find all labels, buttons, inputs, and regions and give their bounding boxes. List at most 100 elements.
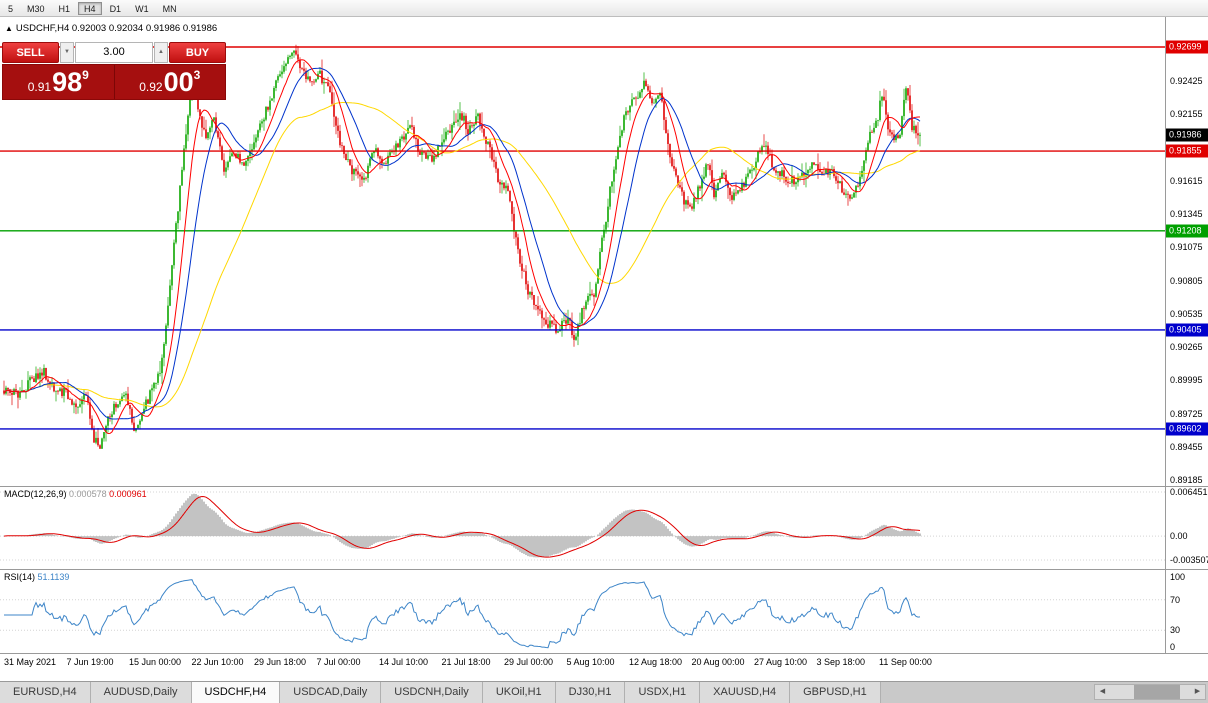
macd-signal-value: 0.000961 <box>109 489 147 499</box>
macd-signal-line <box>3 495 921 558</box>
price-level-badge: 0.90405 <box>1166 323 1208 337</box>
chart-tab-usdcnh-daily[interactable]: USDCNH,Daily <box>381 682 483 703</box>
sell-price-prefix: 0.91 <box>27 80 52 94</box>
chart-ohlc-values: 0.92003 0.92034 0.91986 0.91986 <box>71 23 218 34</box>
sell-price-pipette: 9 <box>82 68 89 82</box>
scrollbar-track[interactable] <box>1110 685 1190 699</box>
rsi-value: 51.1139 <box>37 572 70 582</box>
scrollbar-thumb[interactable] <box>1134 685 1181 699</box>
rsi-axis-label: 0 <box>1170 642 1176 652</box>
time-axis-label: 15 Jun 00:00 <box>129 657 182 667</box>
price-axis-label: 0.90265 <box>1170 342 1203 353</box>
price-axis-label: 0.89185 <box>1170 475 1203 486</box>
time-axis-label: 27 Aug 10:00 <box>754 657 808 667</box>
timeframe-button-m30[interactable]: M30 <box>27 3 45 14</box>
sell-price-display[interactable]: 0.91 98 9 <box>3 65 114 99</box>
time-axis-label: 12 Aug 18:00 <box>629 657 683 667</box>
ma-fast-line <box>3 59 920 435</box>
time-axis-label: 7 Jul 00:00 <box>316 657 361 667</box>
price-axis-label: 0.92155 <box>1170 109 1203 120</box>
rsi-axis-label: 30 <box>1170 625 1181 636</box>
time-axis-label: 14 Jul 10:00 <box>379 657 429 667</box>
volume-increase-button[interactable]: ▲ <box>154 42 168 63</box>
chart-tab-audusd-daily[interactable]: AUDUSD,Daily <box>90 682 192 703</box>
sell-button[interactable]: SELL <box>2 42 59 63</box>
rsi-indicator-label: RSI(14) 51.1139 <box>4 572 69 582</box>
price-axis-label: 0.89725 <box>1170 408 1203 419</box>
tab-scrollbar[interactable]: ◀ ▶ <box>1094 684 1206 700</box>
price-axis-label: 0.90535 <box>1170 308 1203 319</box>
chart-tab-xauusd-h4[interactable]: XAUUSD,H4 <box>700 682 791 703</box>
chart-tab-dj30-h1[interactable]: DJ30,H1 <box>555 682 626 703</box>
time-axis-label: 7 Jun 19:00 <box>66 657 114 667</box>
volume-input[interactable]: 3.00 <box>75 42 153 63</box>
time-axis-label: 29 Jul 00:00 <box>504 657 554 667</box>
price-axis-label: 0.89995 <box>1170 375 1203 386</box>
buy-price-display[interactable]: 0.92 00 3 <box>115 65 226 99</box>
time-axis-label: 3 Sep 18:00 <box>816 657 866 667</box>
chart-tab-usdx-h1[interactable]: USDX,H1 <box>625 682 701 703</box>
ma-slow-line <box>3 102 921 408</box>
price-axis-label: 0.91075 <box>1170 242 1203 253</box>
timeframe-button-h4[interactable]: H4 <box>78 1 102 15</box>
time-axis-label: 21 Jul 18:00 <box>441 657 491 667</box>
timeframe-button-w1[interactable]: W1 <box>135 3 149 14</box>
price-axis-label: 0.89455 <box>1170 442 1203 452</box>
time-axis-label: 20 Aug 00:00 <box>691 657 745 667</box>
macd-axis-label: 0.00 <box>1170 531 1188 542</box>
rsi-axis-label: 100 <box>1170 572 1186 582</box>
main-chart-canvas[interactable] <box>0 17 1165 486</box>
chart-tab-ukoil-h1[interactable]: UKOil,H1 <box>482 682 556 703</box>
price-axis-label: 0.92425 <box>1170 75 1203 86</box>
scroll-right-arrow-icon[interactable]: ▶ <box>1194 688 1201 695</box>
price-level-badge: 0.91855 <box>1166 144 1208 158</box>
timeframe-toolbar: 5 M30 H1 H4 D1 W1 MN <box>0 0 1208 17</box>
time-axis-label: 29 Jun 18:00 <box>254 657 307 667</box>
rsi-axis-label: 70 <box>1170 594 1181 605</box>
timeframe-button-h1[interactable]: H1 <box>58 3 71 14</box>
one-click-trading-panel: SELL ▼ 3.00 ▲ BUY 0.91 98 9 0.92 00 3 <box>2 42 226 100</box>
chart-tab-usdchf-h4[interactable]: USDCHF,H4 <box>191 682 281 703</box>
rsi-line <box>4 579 921 649</box>
macd-panel-canvas[interactable] <box>0 487 1165 569</box>
timeframe-button-d1[interactable]: D1 <box>109 3 122 14</box>
time-axis-label: 31 May 2021 <box>4 657 57 667</box>
price-level-badge: 0.91208 <box>1166 224 1208 238</box>
horizontal-level-lines[interactable] <box>0 46 1165 430</box>
timeframe-button-5[interactable]: 5 <box>8 3 14 14</box>
buy-price-pipette: 3 <box>193 68 201 82</box>
price-level-badge: 0.92699 <box>1166 40 1208 54</box>
chart-tab-gbpusd-h1[interactable]: GBPUSD,H1 <box>790 682 881 703</box>
time-axis-label: 11 Sep 00:00 <box>879 657 932 667</box>
ma-mid-line <box>3 67 921 420</box>
macd-main-value: 0.000578 <box>69 489 107 499</box>
sell-price-pips: 98 <box>52 67 83 97</box>
buy-button[interactable]: BUY <box>169 42 226 63</box>
buy-price-pips: 00 <box>163 67 194 97</box>
price-axis-label: 0.91345 <box>1170 208 1203 219</box>
buy-price-prefix: 0.92 <box>139 80 163 94</box>
scroll-left-arrow-icon[interactable]: ◀ <box>1099 688 1106 695</box>
chart-title: ▲ USDCHF,H4 0.92003 0.92034 0.91986 0.919… <box>5 23 217 34</box>
macd-name: MACD(12,26,9) <box>4 489 67 499</box>
price-level-badge: 0.89602 <box>1166 422 1208 436</box>
macd-histogram <box>5 493 921 558</box>
time-axis-label: 5 Aug 10:00 <box>566 657 615 667</box>
chart-tab-eurusd-h4[interactable]: EURUSD,H4 <box>0 682 91 703</box>
candles-layer <box>3 44 921 449</box>
rsi-panel-canvas[interactable] <box>0 570 1165 653</box>
macd-axis-label: 0.006451 <box>1170 487 1208 497</box>
pane-separator[interactable] <box>0 569 1208 570</box>
price-axis-label: 0.90805 <box>1170 275 1203 286</box>
chart-tabs-bar: EURUSD,H4 AUDUSD,Daily USDCHF,H4 USDCAD,Dai… <box>0 681 1208 703</box>
macd-indicator-label: MACD(12,26,9) 0.000578 0.000961 <box>4 489 147 499</box>
chart-tab-usdcad-daily[interactable]: USDCAD,Daily <box>280 682 382 703</box>
time-axis-separator <box>0 653 1208 654</box>
price-divider <box>113 65 115 99</box>
rsi-name: RSI(14) <box>4 572 36 582</box>
pane-separator[interactable] <box>0 486 1208 487</box>
volume-decrease-button[interactable]: ▼ <box>60 42 74 63</box>
price-axis-label: 0.91615 <box>1170 175 1203 186</box>
timeframe-button-mn[interactable]: MN <box>162 3 177 14</box>
